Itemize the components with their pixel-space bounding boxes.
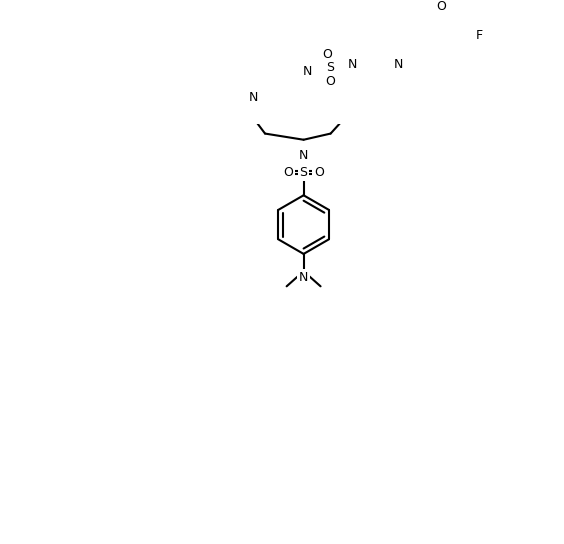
Text: S: S (327, 61, 334, 75)
Text: O: O (314, 165, 324, 178)
Text: N: N (303, 65, 312, 78)
Text: O: O (322, 48, 332, 60)
Text: O: O (283, 165, 293, 178)
Text: N: N (299, 270, 309, 283)
Text: N: N (299, 149, 309, 162)
Text: O: O (436, 0, 446, 13)
Text: S: S (299, 165, 307, 178)
Polygon shape (338, 91, 362, 97)
Text: F: F (476, 29, 483, 42)
Text: N: N (394, 58, 403, 71)
Text: N: N (249, 91, 258, 104)
Text: O: O (325, 76, 336, 88)
Text: N: N (347, 58, 357, 71)
